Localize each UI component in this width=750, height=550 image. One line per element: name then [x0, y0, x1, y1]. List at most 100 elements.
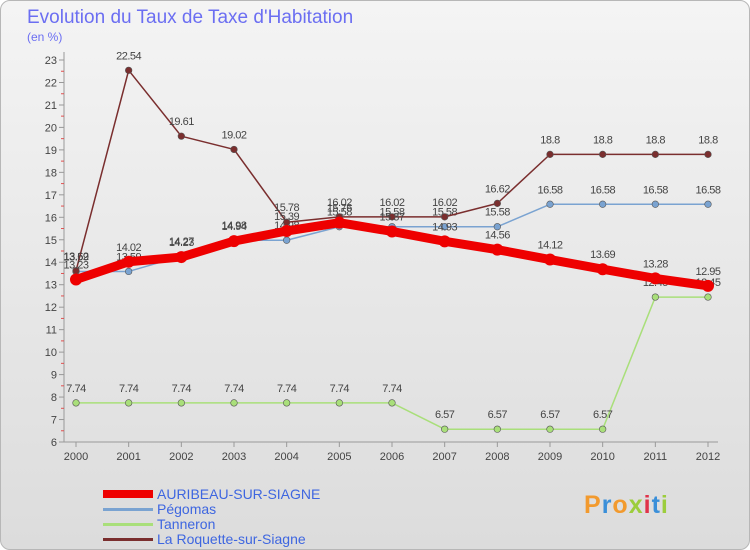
data-point	[544, 253, 556, 266]
brand-letter: r	[601, 491, 613, 519]
data-point	[651, 150, 659, 158]
data-point	[388, 399, 396, 407]
series-tanneron: 7.74 7.74 7.74 7.74 7.74 7.74 7.74 6.57 6.57 6.57…	[66, 277, 721, 433]
brand-letter: i	[660, 491, 669, 519]
data-label: 15.58	[327, 207, 352, 219]
data-point	[493, 223, 501, 231]
data-label: 16.02	[379, 197, 404, 209]
data-point	[175, 251, 188, 264]
y-tick-label: 7	[51, 415, 57, 427]
legend-label-la-roquette: La Roquette-sur-Siagne	[157, 531, 306, 547]
data-point	[704, 293, 712, 301]
series-la-roquette-sur-siagne: 13.62 22.54 19.61 19.02 15.78 16.02 16.02 16.02…	[63, 50, 719, 275]
brand-letter: P	[584, 491, 602, 519]
data-point	[125, 399, 133, 407]
data-label: 16.58	[695, 184, 720, 196]
data-label: 22.54	[116, 50, 141, 62]
data-point	[283, 236, 291, 244]
data-label: 14.27	[169, 236, 194, 248]
data-point	[125, 66, 133, 74]
data-point	[230, 399, 238, 407]
data-label: 18.8	[698, 134, 718, 146]
y-tick-label: 14	[45, 257, 57, 269]
data-label: 13.62	[63, 251, 88, 263]
data-point	[704, 150, 712, 158]
legend-item-tanneron: Tanneron	[103, 516, 403, 532]
x-tick-label: 2005	[327, 451, 351, 463]
data-label: 15.78	[274, 202, 299, 214]
data-label: 15.37	[379, 211, 404, 223]
data-point	[702, 279, 714, 292]
y-tick-label: 21	[45, 100, 57, 112]
series-auribeau-sur-siagne: 13.23 14.02 14.23 14.94 15.39 15.76 15.37 14.93…	[63, 203, 721, 292]
legend-item-pegomas: Pégomas	[103, 501, 403, 517]
data-label: 13.69	[590, 249, 615, 261]
legend-swatch-la-roquette	[103, 538, 153, 541]
data-label: 14.93	[432, 221, 457, 233]
data-label: 12.95	[695, 266, 720, 278]
y-tick-label: 23	[45, 55, 57, 67]
y-tick-label: 16	[45, 212, 57, 224]
data-label: 16.02	[432, 197, 457, 209]
data-point	[546, 200, 554, 208]
data-label: 13.28	[643, 258, 668, 270]
x-tick-label: 2002	[169, 451, 193, 463]
data-point	[283, 399, 291, 407]
chart-unit: (en %)	[27, 30, 63, 44]
data-label: 16.58	[590, 184, 615, 196]
data-label: 6.57	[488, 409, 508, 421]
proxiti-logo[interactable]: Proxiti	[584, 491, 669, 520]
data-point	[335, 399, 343, 407]
data-point	[388, 213, 396, 221]
data-label: 7.74	[330, 383, 350, 395]
data-point	[651, 293, 659, 301]
data-label: 15.58	[485, 207, 510, 219]
data-point	[177, 399, 185, 407]
y-tick-label: 6	[51, 437, 57, 449]
data-label: 16.62	[485, 183, 510, 195]
data-label: 14.12	[537, 240, 562, 252]
data-label: 15.76	[327, 203, 352, 215]
y-tick-label: 20	[45, 122, 57, 134]
data-label: 14.02	[116, 242, 141, 254]
y-tick-label: 10	[45, 347, 57, 359]
legend-swatch-tanneron	[103, 523, 153, 526]
data-label: 16.58	[643, 184, 668, 196]
brand-letter: o	[612, 491, 629, 519]
data-label: 18.8	[646, 134, 666, 146]
data-label: 14.56	[485, 230, 510, 242]
data-label: 18.8	[540, 134, 560, 146]
data-point	[386, 225, 398, 238]
legend-item-auribeau: AURIBEAU-SUR-SIAGNE	[103, 486, 403, 502]
y-tick-label: 9	[51, 370, 57, 382]
x-tick-label: 2004	[274, 451, 298, 463]
y-tick-label: 13	[45, 280, 57, 292]
data-label: 7.74	[119, 383, 139, 395]
y-tick-label: 19	[45, 145, 57, 157]
data-point	[177, 132, 185, 140]
data-label: 7.74	[382, 383, 402, 395]
data-point	[491, 243, 504, 256]
x-tick-label: 2001	[116, 451, 140, 463]
data-label: 14.23	[169, 237, 194, 249]
data-point	[72, 399, 80, 407]
data-point	[122, 255, 135, 268]
data-point	[649, 272, 662, 285]
legend-label-tanneron: Tanneron	[157, 516, 216, 532]
data-point	[704, 200, 712, 208]
data-label: 15.39	[274, 211, 299, 223]
legend-swatch-auribeau	[103, 490, 153, 498]
data-label: 19.02	[221, 129, 246, 141]
x-tick-label: 2012	[696, 451, 720, 463]
legend-swatch-pegomas	[103, 508, 153, 511]
data-label: 14.94	[221, 221, 246, 233]
data-label: 7.74	[224, 383, 244, 395]
data-point	[546, 150, 554, 158]
x-tick-label: 2011	[644, 451, 668, 463]
data-point	[333, 216, 346, 229]
data-point	[228, 235, 240, 248]
data-point	[493, 425, 501, 433]
legend-label-pegomas: Pégomas	[157, 501, 217, 517]
y-tick-label: 11	[46, 325, 57, 337]
